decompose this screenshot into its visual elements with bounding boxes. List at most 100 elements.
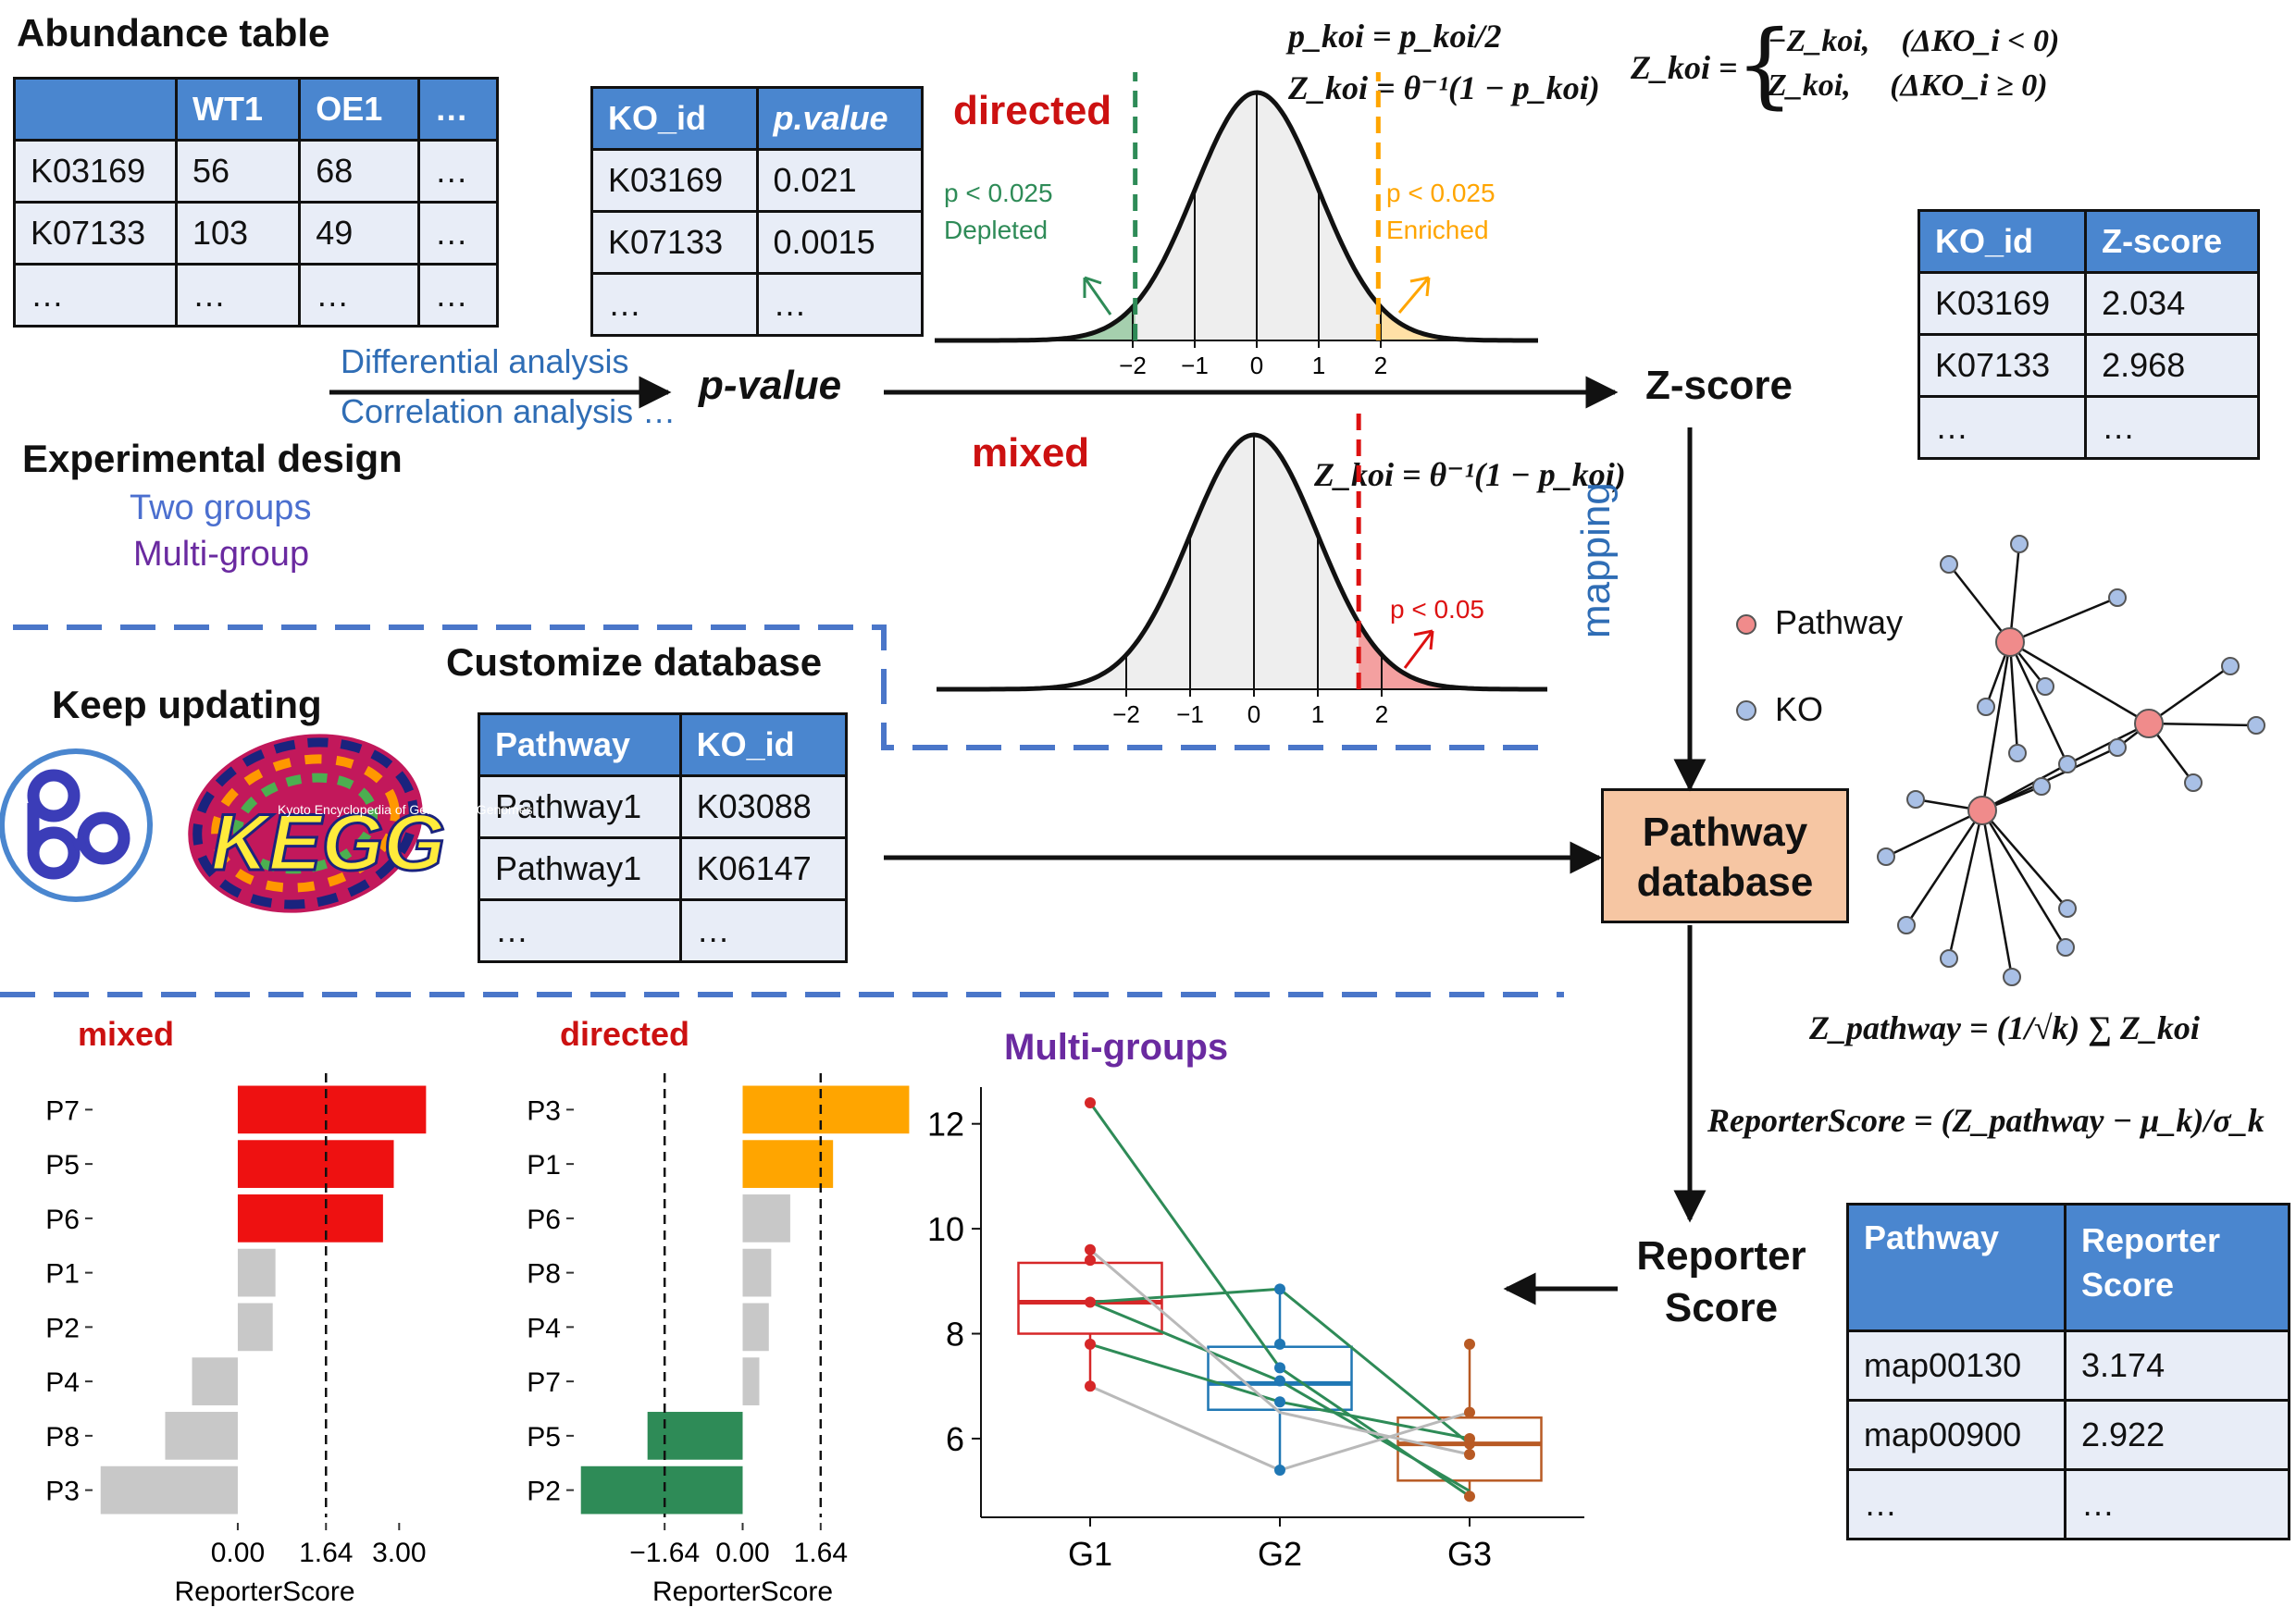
ko-node xyxy=(2036,677,2054,696)
ko-node xyxy=(1897,916,1916,934)
ko-node xyxy=(2003,968,2021,986)
ko-node xyxy=(2108,588,2127,607)
network-edge xyxy=(1981,810,2068,909)
bar-category-label: P3 xyxy=(45,1477,80,1507)
bar-chart-title: directed xyxy=(560,1015,689,1053)
table-row: …… xyxy=(478,898,849,963)
table-row: … … … … xyxy=(13,263,500,328)
pathway-node xyxy=(1995,627,2025,657)
curve-tick-label: 1 xyxy=(1311,700,1324,728)
data-point xyxy=(1085,1255,1096,1267)
table-cell: … xyxy=(1917,395,2088,460)
table-cell: 0.021 xyxy=(755,148,925,213)
y-tick-label: 12 xyxy=(927,1106,964,1144)
enriched-label: Enriched xyxy=(1386,216,1489,244)
ko-node xyxy=(2010,535,2029,553)
bar-chart-directed: directed P3 P1 P6 P8 P4 P7 P5 P2 −1.64 0.00 1.64 Rep… xyxy=(527,1015,910,1607)
ko-node xyxy=(2058,899,2077,918)
mixed-arrow-icon xyxy=(1403,629,1434,669)
table-row: K03169 56 68 … xyxy=(13,139,500,204)
x-tick-label: 3.00 xyxy=(372,1538,426,1568)
multi-groups-title: Multi-groups xyxy=(1004,1027,1229,1068)
table-cell: 103 xyxy=(174,201,302,266)
table-cell: … xyxy=(174,263,302,328)
bar-category-label: P7 xyxy=(45,1095,80,1126)
curve-tick-label: 0 xyxy=(1250,352,1263,379)
curve-tick-label: 1 xyxy=(1312,352,1325,379)
curve-tick-label: −1 xyxy=(1176,700,1204,728)
curve-tick-label: −1 xyxy=(1181,352,1209,379)
formula-z-sign-b: Z_koi, (ΔKO_i ≥ 0) xyxy=(1768,68,2048,103)
table-cell: K07133 xyxy=(1917,333,2088,398)
network-edge xyxy=(1980,810,2067,948)
paired-line xyxy=(1089,1248,1471,1456)
table-row: map00900 2.922 xyxy=(1846,1399,2290,1471)
data-point xyxy=(1464,1448,1475,1460)
zscore-header-1: Z-score xyxy=(2084,209,2260,274)
bar-P8 xyxy=(165,1412,238,1460)
depleted-arrow-icon xyxy=(1083,276,1112,315)
bar-P6 xyxy=(237,1194,383,1243)
abundance-table-title: Abundance table xyxy=(17,11,330,55)
pvalue-label: p-value xyxy=(699,363,842,408)
data-point xyxy=(1274,1362,1285,1374)
x-tick-label: G3 xyxy=(1447,1535,1492,1573)
table-cell: K03169 xyxy=(590,148,759,213)
reporter-score-line-2: Score xyxy=(1664,1285,1779,1330)
x-tick-label: G2 xyxy=(1258,1535,1302,1573)
network-edge xyxy=(2148,722,2257,727)
table-cell: 2.034 xyxy=(2084,271,2260,336)
pvalue-header-0: KO_id xyxy=(590,86,759,151)
table-cell: map00900 xyxy=(1846,1399,2066,1471)
formula-z-pathway: Z_pathway = (1/√k) ∑ Z_koi xyxy=(1809,1009,2200,1046)
pathway-node xyxy=(1967,796,1997,825)
abundance-header-1: WT1 xyxy=(174,77,302,142)
table-row: K07133 2.968 xyxy=(1917,333,2260,398)
abundance-header-2: OE1 xyxy=(298,77,420,142)
bar-category-label: P6 xyxy=(527,1205,561,1235)
data-point xyxy=(1085,1338,1096,1350)
table-cell: K03169 xyxy=(13,139,178,204)
box-chart-multi-groups: 6 8 10 12 G1 G2 G3 xyxy=(927,1087,1584,1573)
table-row: Pathway1 K06147 xyxy=(478,836,849,901)
kegg-logo-icon: KEGG Kyoto Encyclopedia of Genes and Gen… xyxy=(188,734,533,913)
pathway-db-header-1: KO_id xyxy=(678,712,849,777)
x-axis-label: ReporterScore xyxy=(174,1577,354,1607)
curve-tick-label: −2 xyxy=(1119,352,1147,379)
depleted-p-label: p < 0.025 xyxy=(944,179,1053,207)
bar-P5 xyxy=(237,1140,394,1188)
pathway-db-table: Pathway KO_id Pathway1 K03088 Pathway1 K06… xyxy=(478,712,849,963)
experimental-design-title: Experimental design xyxy=(22,437,403,480)
bar-category-label: P8 xyxy=(45,1422,80,1453)
ko-node xyxy=(2058,755,2077,773)
curve-tick-label: 0 xyxy=(1247,700,1260,728)
table-cell: K07133 xyxy=(590,210,759,275)
customize-database-title: Customize database xyxy=(446,640,823,684)
bar-chart-title: mixed xyxy=(78,1015,174,1053)
bar-category-label: P1 xyxy=(45,1259,80,1290)
table-cell: K03088 xyxy=(678,774,849,839)
ko-node xyxy=(1977,698,1995,716)
ko-node xyxy=(1877,847,1895,866)
bar-P3 xyxy=(100,1465,238,1515)
table-cell: 0.0015 xyxy=(755,210,925,275)
table-cell: 2.922 xyxy=(2064,1399,2290,1471)
table-cell: … xyxy=(590,272,759,337)
abundance-table: WT1 OE1 … K03169 56 68 … K07133 103 49 …… xyxy=(13,77,500,328)
kegg-logo-subtitle: Kyoto Encyclopedia of Genes and Genomes xyxy=(278,802,533,817)
bar-P2 xyxy=(580,1465,743,1515)
data-point xyxy=(1464,1406,1475,1418)
bar-category-label: P1 xyxy=(527,1150,561,1181)
data-point xyxy=(1085,1296,1096,1308)
formula-brace-icon: { xyxy=(1735,10,1794,118)
network-edge xyxy=(1905,810,1984,926)
table-cell: … xyxy=(755,272,925,337)
legend-ko-node-icon xyxy=(1736,700,1756,721)
bar-category-label: P4 xyxy=(527,1313,561,1343)
table-cell: … xyxy=(2064,1468,2290,1540)
x-tick-label: 0.00 xyxy=(715,1538,769,1568)
enriched-arrow-icon xyxy=(1397,276,1431,314)
ko-node xyxy=(1940,555,1958,574)
formula-z-sign-lhs: Z_koi = xyxy=(1631,49,1738,86)
